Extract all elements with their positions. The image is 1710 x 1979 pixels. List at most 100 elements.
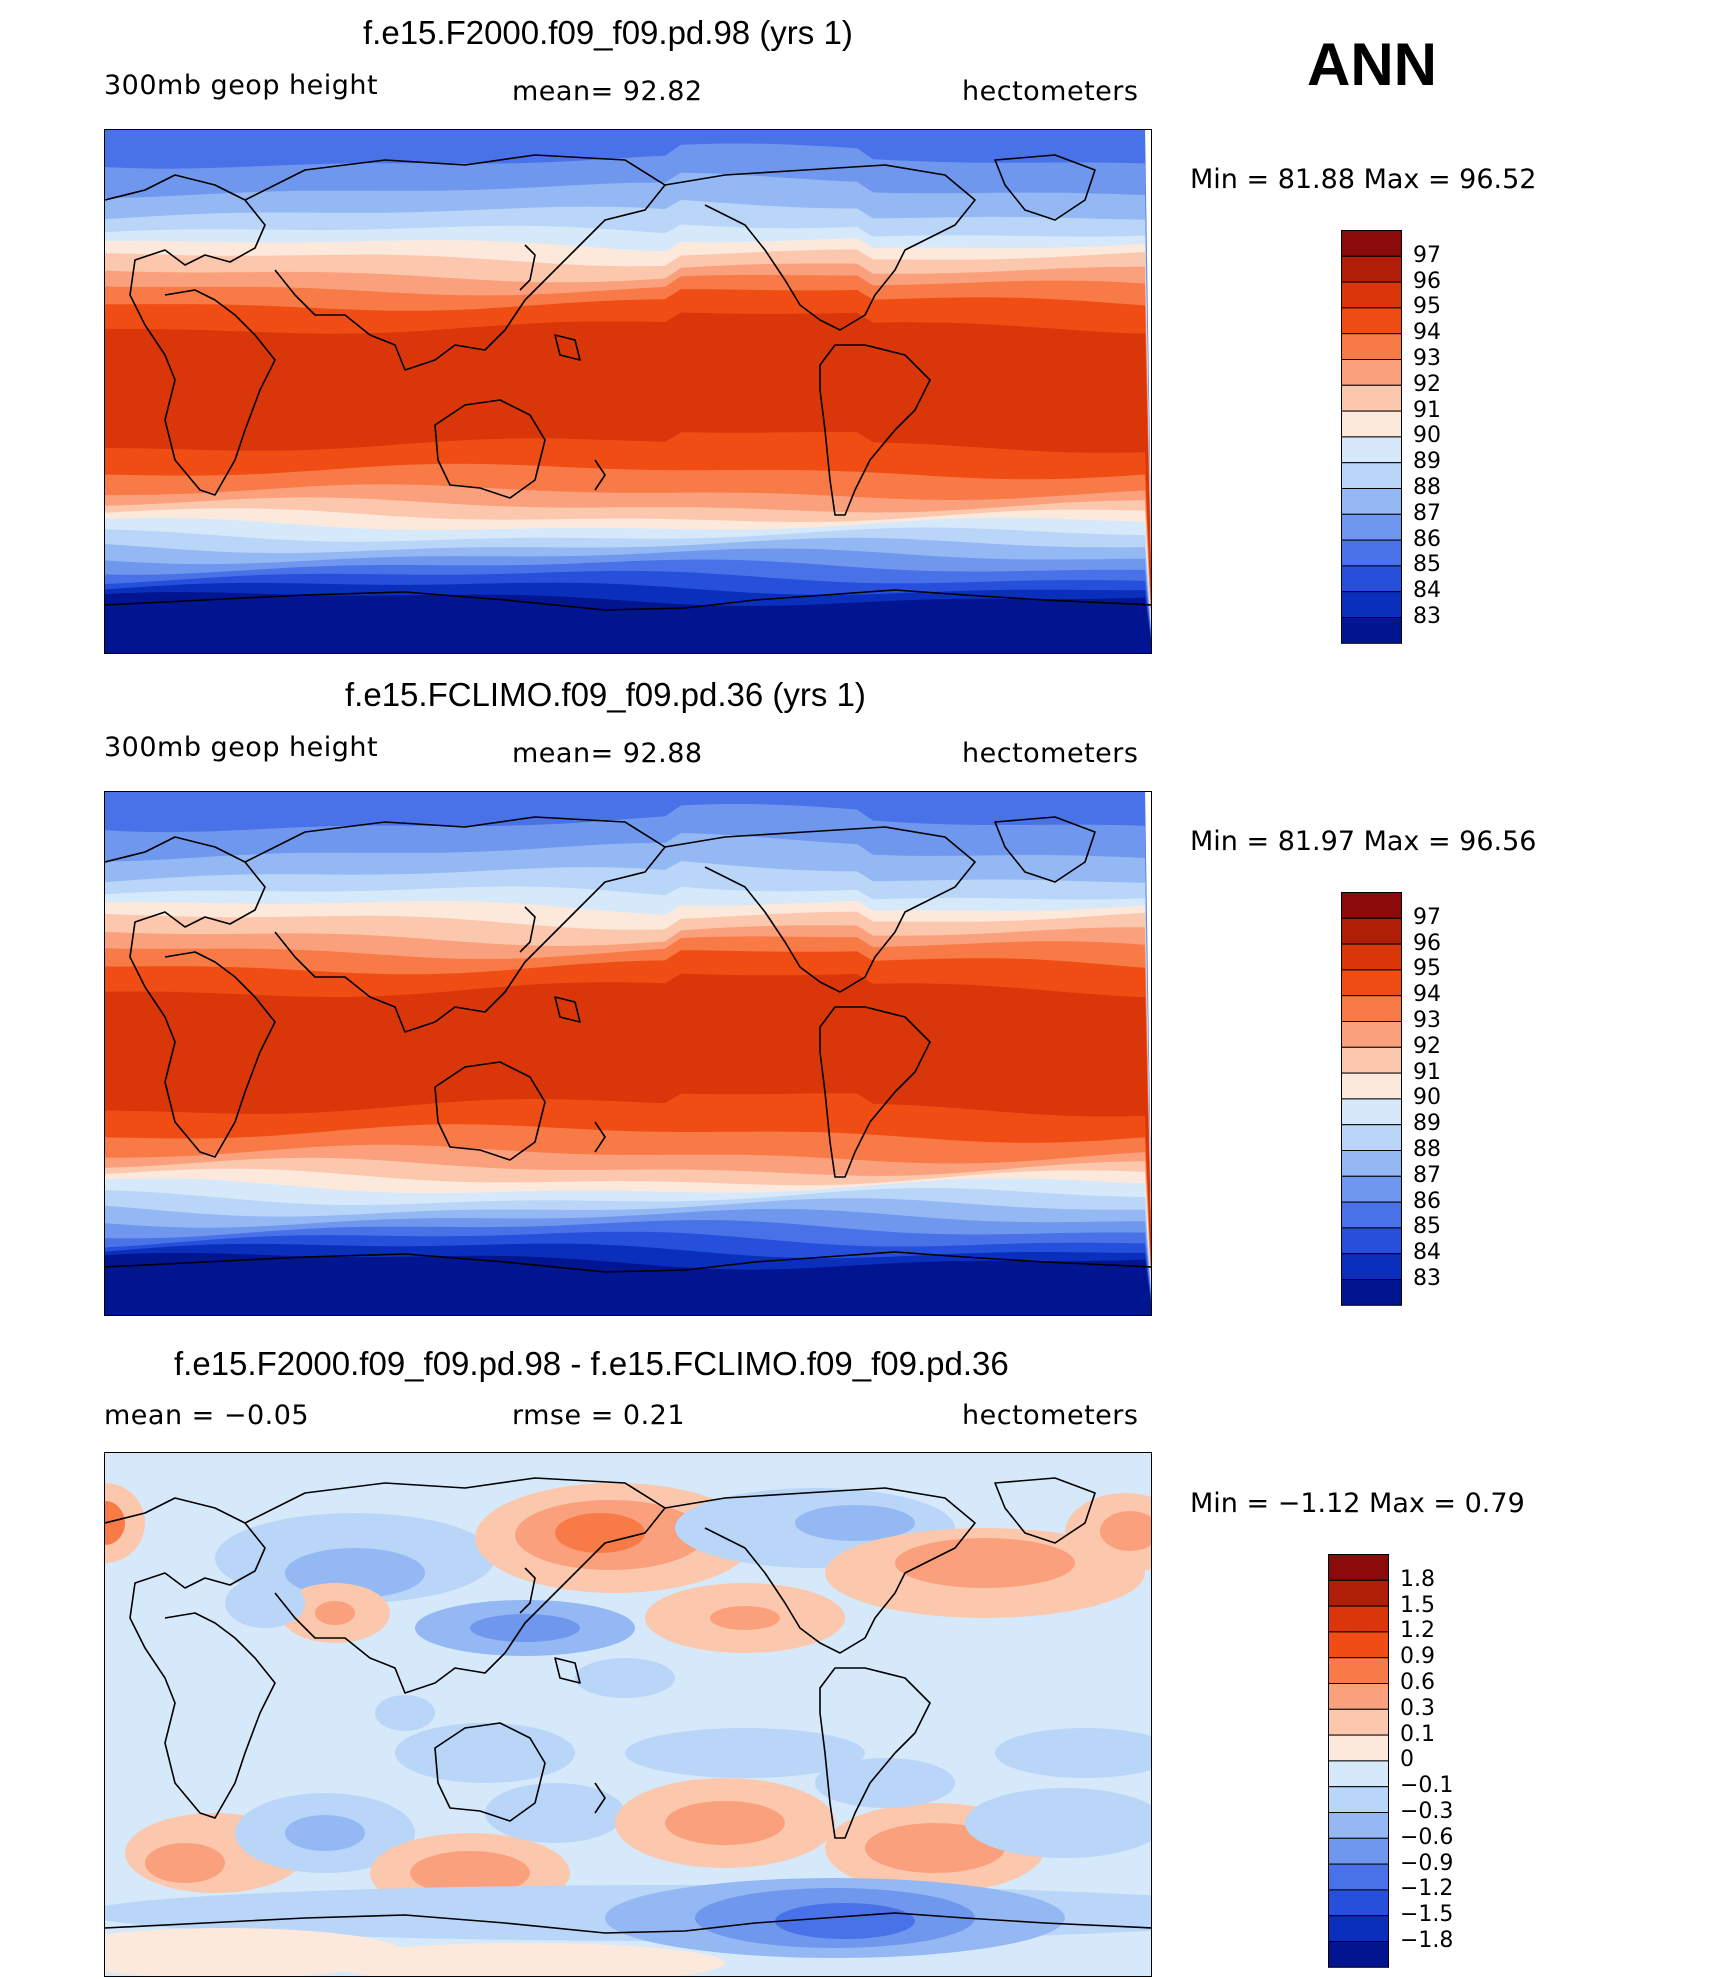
colorbar-label: −0.3 <box>1400 1799 1454 1824</box>
contour-blob <box>575 1658 675 1698</box>
contour-blob <box>225 1578 305 1628</box>
coastline <box>434 399 546 499</box>
colorbar-swatch <box>1328 1708 1389 1736</box>
coastline <box>434 1061 546 1161</box>
panel-title: f.e15.F2000.f09_f09.pd.98 - f.e15.FCLIMO… <box>174 1345 1009 1382</box>
colorbar-swatch <box>1341 1253 1402 1281</box>
coastline <box>244 816 666 1033</box>
diff-mean-label: mean = −0.05 <box>104 1400 310 1431</box>
min-max-label: Min = 81.88 Max = 96.52 <box>1190 164 1537 195</box>
colorbar-swatch <box>1328 1889 1389 1917</box>
colorbar-label: 87 <box>1413 500 1441 526</box>
variable-label: 300mb geop height <box>104 70 379 101</box>
colorbar-label: 83 <box>1413 604 1441 629</box>
colorbar-label: 94 <box>1413 320 1441 346</box>
coastline <box>994 816 1096 883</box>
colorbar-swatch <box>1341 617 1402 644</box>
colorbar-swatch <box>1341 1021 1402 1048</box>
colorbar-swatch <box>1341 230 1402 257</box>
colorbar-swatch <box>1341 333 1402 360</box>
map-diff <box>104 1452 1152 1977</box>
colorbar-label: 84 <box>1413 578 1441 604</box>
colorbar-swatch <box>1341 307 1402 335</box>
coastline <box>994 154 1096 221</box>
colorbar-swatch <box>1328 1734 1389 1762</box>
coastline <box>434 1722 546 1822</box>
coastline <box>819 344 931 516</box>
coastline <box>664 1487 976 1654</box>
map-case2 <box>104 791 1152 1316</box>
coastline <box>664 826 976 993</box>
colorbar-label: 97 <box>1413 904 1441 930</box>
contour-blob <box>375 1695 435 1731</box>
units-label: hectometers <box>962 1400 1139 1431</box>
colorbar-label: 90 <box>1413 1085 1441 1111</box>
panel-title: f.e15.FCLIMO.f09_f09.pd.36 (yrs 1) <box>345 676 866 713</box>
panel-title: f.e15.F2000.f09_f09.pd.98 (yrs 1) <box>363 14 853 51</box>
colorbar-label: 0.3 <box>1400 1695 1435 1721</box>
colorbar-swatch <box>1328 1760 1389 1788</box>
coastline <box>819 1667 931 1839</box>
colorbar-label: 94 <box>1413 982 1441 1008</box>
colorbar-label: −1.8 <box>1400 1928 1454 1953</box>
colorbar-swatch <box>1341 1124 1402 1151</box>
colorbar-swatch <box>1341 281 1402 309</box>
colorbar-label: 86 <box>1413 526 1441 552</box>
coastline <box>519 906 536 953</box>
colorbar-label: 85 <box>1413 552 1441 578</box>
colorbar-swatch <box>1341 436 1402 464</box>
colorbar-swatch <box>1328 1631 1389 1659</box>
colorbar-swatch <box>1341 892 1402 919</box>
coastline <box>554 334 581 361</box>
colorbar-label: 95 <box>1413 956 1441 982</box>
colorbar-swatch <box>1341 995 1402 1022</box>
colorbar-swatch <box>1341 591 1402 619</box>
colorbar-label: −0.1 <box>1400 1773 1454 1799</box>
colorbar-label: 83 <box>1413 1266 1441 1291</box>
season-label: ANN <box>1307 31 1437 98</box>
coastline <box>519 244 536 291</box>
colorbar-swatch <box>1341 1227 1402 1255</box>
coastline <box>594 459 606 491</box>
colorbar-swatch <box>1341 1098 1402 1126</box>
colorbar-label: 0 <box>1400 1747 1414 1773</box>
contour-blob <box>285 1815 365 1851</box>
colorbar-label: 90 <box>1413 423 1441 449</box>
colorbar-swatch <box>1328 1554 1389 1581</box>
contour-blob <box>145 1843 225 1883</box>
coastline <box>819 1006 931 1178</box>
colorbar-swatch <box>1341 462 1402 489</box>
colorbar-swatch <box>1341 943 1402 971</box>
coastline <box>594 1782 606 1814</box>
colorbar-swatch <box>1341 255 1402 283</box>
colorbar-label: 88 <box>1413 475 1441 500</box>
colorbar-swatch <box>1341 1046 1402 1074</box>
colorbar-swatch <box>1328 1786 1389 1813</box>
colorbar-label: 0.6 <box>1400 1670 1435 1695</box>
colorbar-swatch <box>1341 1150 1402 1177</box>
contour-band <box>105 592 1151 653</box>
coastline <box>994 1477 1096 1544</box>
colorbar-label: 87 <box>1413 1162 1441 1188</box>
colorbar-swatch <box>1328 1941 1389 1968</box>
colorbar-label: 96 <box>1413 930 1441 956</box>
colorbar-label: 89 <box>1413 1111 1441 1137</box>
colorbar-swatch <box>1328 1863 1389 1891</box>
colorbar-swatch <box>1328 1579 1389 1607</box>
colorbar-label: −0.9 <box>1400 1850 1454 1876</box>
colorbar-swatch <box>1341 513 1402 541</box>
coastline <box>105 174 276 496</box>
contour-blob <box>395 1723 575 1783</box>
coastline <box>664 164 976 331</box>
colorbar-label: 0.1 <box>1400 1721 1435 1747</box>
colorbar-label: 1.8 <box>1400 1566 1435 1592</box>
colorbar-label: 91 <box>1413 1059 1441 1085</box>
colorbar-label: 1.5 <box>1400 1592 1435 1618</box>
coastline <box>244 154 666 371</box>
coastline <box>554 996 581 1023</box>
colorbar-swatch <box>1341 1279 1402 1306</box>
min-max-label: Min = −1.12 Max = 0.79 <box>1190 1488 1525 1519</box>
colorbar-label: 84 <box>1413 1240 1441 1266</box>
colorbar-swatch <box>1341 565 1402 593</box>
colorbar-label: 95 <box>1413 294 1441 320</box>
